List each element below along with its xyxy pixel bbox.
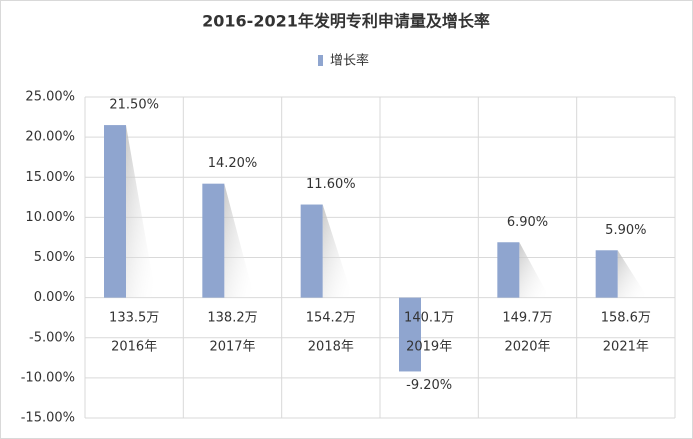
chart-title: 2016-2021年发明专利申请量及增长率 [202, 12, 490, 31]
bar-shadow [224, 183, 255, 298]
value-label: -9.20% [406, 378, 452, 393]
y-tick-label: -15.00% [21, 411, 75, 426]
annotation: 158.6万 [601, 311, 651, 326]
bar [595, 250, 618, 298]
value-label: 5.90% [605, 223, 646, 238]
y-tick-label: 25.00% [25, 90, 75, 105]
y-tick-label: 15.00% [25, 170, 75, 185]
y-tick-label: -10.00% [21, 370, 75, 385]
legend-marker [318, 55, 323, 66]
bar [300, 204, 323, 298]
x-tick-label: 2018年 [308, 340, 354, 355]
legend-label: 增长率 [330, 53, 369, 69]
x-tick-label: 2021年 [603, 340, 649, 355]
y-tick-label: 20.00% [25, 130, 75, 145]
value-label: 6.90% [507, 215, 548, 230]
annotation: 133.5万 [109, 311, 159, 326]
value-label: 14.20% [208, 156, 258, 171]
bar [399, 297, 421, 372]
bar-shadow [126, 125, 156, 298]
bar-shadow [617, 250, 648, 298]
x-tick-label: 2016年 [111, 340, 157, 355]
y-tick-label: 0.00% [34, 290, 75, 305]
y-tick-label: -5.00% [29, 330, 75, 345]
annotation: 149.7万 [502, 311, 552, 326]
annotation: 140.1万 [404, 311, 454, 326]
x-tick-label: 2019年 [406, 340, 452, 355]
value-label: 11.60% [306, 177, 356, 192]
x-tick-label: 2020年 [504, 340, 550, 355]
x-tick-label: 2017年 [209, 340, 255, 355]
bar [202, 183, 225, 298]
bar-shadow [519, 242, 550, 298]
bar [497, 242, 520, 298]
value-label: 21.50% [109, 98, 159, 113]
annotation: 138.2万 [207, 311, 257, 326]
y-tick-label: 5.00% [34, 250, 75, 265]
y-tick-label: 10.00% [25, 210, 75, 225]
bar-shadow [322, 204, 353, 298]
bar [104, 125, 126, 298]
annotation: 154.2万 [306, 311, 356, 326]
